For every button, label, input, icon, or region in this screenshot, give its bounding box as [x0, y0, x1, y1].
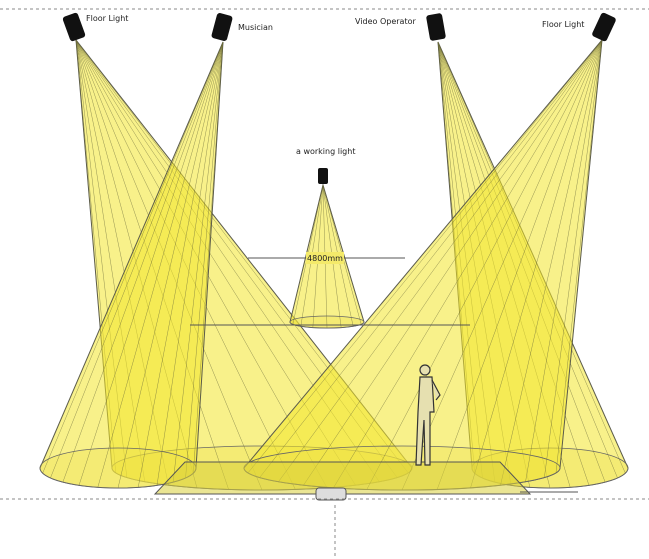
fixtures — [62, 12, 616, 184]
cone-ray — [259, 39, 603, 478]
cone-ray — [303, 39, 603, 486]
cone-ray — [42, 41, 224, 474]
light-cones — [39, 38, 629, 491]
cone-ray — [62, 41, 224, 483]
cone-ray — [97, 41, 224, 488]
light-label: Musician — [238, 23, 273, 32]
dimension-label-bg — [306, 252, 344, 264]
cone-ray — [436, 39, 603, 490]
cone-ray — [278, 39, 603, 482]
cone-ray — [39, 41, 224, 469]
cone-ray — [117, 41, 224, 489]
cone-ray — [470, 39, 603, 488]
cone-ray — [544, 39, 603, 478]
cone-ray — [366, 39, 603, 490]
cone-ray — [555, 39, 603, 473]
person-figure — [415, 364, 441, 466]
cone-ray — [401, 39, 603, 491]
cone-ray — [525, 39, 603, 482]
cone-ray — [185, 41, 224, 479]
floor-projector — [315, 487, 347, 501]
cone-ray — [243, 39, 603, 469]
cone-ray — [500, 39, 603, 486]
cone-ray — [172, 41, 224, 483]
cone-ray — [78, 41, 224, 486]
working-light-label: a working light — [296, 147, 355, 156]
light-label: Floor Light — [542, 20, 584, 29]
cone-ray — [156, 41, 224, 486]
dimension-label: 4800mm — [307, 254, 343, 263]
cone-ray — [333, 39, 603, 488]
cone-ray — [50, 41, 224, 479]
light-cone — [39, 41, 224, 489]
cone-ray — [559, 39, 603, 469]
cone-ray — [195, 41, 224, 469]
cone-ray — [193, 41, 224, 474]
cone-ray — [247, 39, 603, 474]
light-label: Floor Light — [86, 14, 128, 23]
stage-platform — [153, 461, 532, 495]
light-label: Video Operator — [355, 17, 416, 26]
cone-ray — [137, 41, 224, 488]
